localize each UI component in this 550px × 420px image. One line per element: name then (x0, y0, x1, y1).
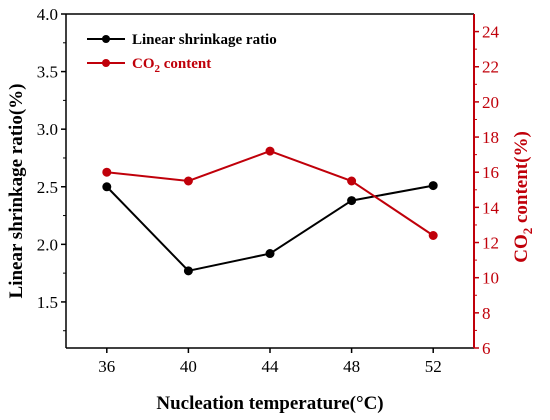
data-point-2 (102, 167, 112, 177)
right-y-tick-label: 14 (482, 198, 500, 217)
legend-marker-1 (102, 35, 110, 43)
legend-label-1: Linear shrinkage ratio (132, 32, 277, 48)
right-y-axis-title: CO2 content(%) (511, 131, 535, 263)
right-y-tick-label: 8 (482, 304, 491, 323)
legend-label-2-sub: 2 (155, 63, 161, 75)
right-y-tick-label: 6 (482, 339, 491, 358)
right-y-tick-label: 12 (482, 234, 499, 253)
right-y-tick-label: 24 (482, 23, 500, 42)
x-axis-title: Nucleation temperature(°C) (156, 393, 383, 414)
data-point-1 (183, 266, 193, 276)
x-tick-label: 36 (98, 357, 115, 376)
left-y-tick-label: 1.5 (37, 293, 58, 312)
legend-label-2-main: CO (132, 56, 155, 72)
data-point-1 (428, 181, 438, 191)
data-point-1 (102, 182, 112, 192)
left-y-tick-label: 3.5 (37, 63, 58, 82)
right-y-axis-title-sub: 2 (520, 228, 535, 235)
series-line-2 (106, 150, 434, 237)
legend-label-2: CO2 content (132, 56, 211, 75)
right-y-tick-label: 22 (482, 58, 499, 77)
data-point-1 (265, 249, 275, 259)
left-y-tick-label: 2.5 (37, 178, 58, 197)
x-tick-label: 52 (425, 357, 442, 376)
right-y-tick-label: 20 (482, 93, 499, 112)
right-y-tick-label: 18 (482, 128, 499, 147)
data-point-1 (347, 196, 357, 206)
legend-marker-2 (102, 59, 110, 67)
x-tick-label: 44 (262, 357, 280, 376)
data-point-2 (183, 176, 193, 186)
x-tick-label: 48 (343, 357, 360, 376)
left-y-axis-title: Linear shrinkage ratio(%) (6, 84, 27, 299)
x-tick-label: 40 (180, 357, 197, 376)
right-y-tick-label: 10 (482, 269, 499, 288)
right-y-tick-label: 16 (482, 163, 499, 182)
left-y-tick-label: 4.0 (37, 5, 58, 24)
data-point-2 (428, 230, 438, 240)
right-y-axis-title-rest: content(%) (511, 131, 532, 228)
legend-label-2-rest: content (160, 56, 211, 72)
left-y-tick-label: 3.0 (37, 120, 58, 139)
left-y-tick-label: 2.0 (37, 235, 58, 254)
right-y-axis-title-main: CO (511, 234, 532, 263)
data-point-2 (347, 176, 357, 186)
data-point-2 (265, 146, 275, 156)
